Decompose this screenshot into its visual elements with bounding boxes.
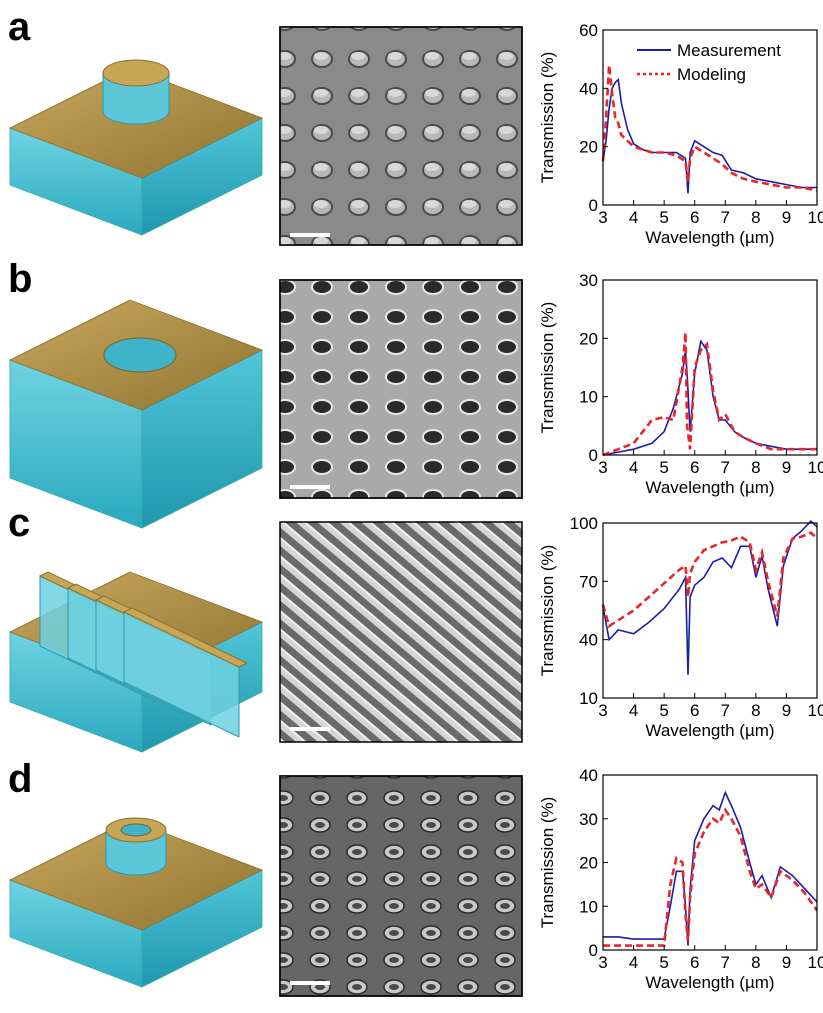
x-axis-label: Wavelength (µm) bbox=[645, 973, 774, 992]
x-tick-label: 4 bbox=[629, 458, 638, 477]
y-tick-label: 60 bbox=[579, 21, 598, 40]
sem-image bbox=[280, 522, 522, 742]
y-tick-label: 70 bbox=[579, 572, 598, 591]
panel-label: b bbox=[8, 257, 32, 301]
y-tick-label: 30 bbox=[579, 271, 598, 290]
sem-gratings bbox=[280, 522, 522, 742]
x-tick-label: 5 bbox=[659, 458, 668, 477]
x-tick-label: 5 bbox=[659, 953, 668, 972]
y-tick-label: 10 bbox=[579, 689, 598, 708]
y-tick-label: 30 bbox=[579, 810, 598, 829]
x-tick-label: 8 bbox=[751, 701, 760, 720]
x-tick-label: 9 bbox=[782, 701, 791, 720]
x-tick-label: 6 bbox=[690, 458, 699, 477]
y-tick-label: 20 bbox=[579, 329, 598, 348]
y-tick-label: 10 bbox=[579, 388, 598, 407]
x-tick-label: 3 bbox=[598, 701, 607, 720]
sem-rings bbox=[280, 776, 522, 996]
y-axis-label: Transmission (%) bbox=[538, 302, 557, 434]
x-tick-label: 9 bbox=[782, 208, 791, 227]
y-tick-label: 0 bbox=[589, 196, 598, 215]
figure: a0204060345678910Wavelength (µm)Transmis… bbox=[0, 0, 823, 1008]
x-tick-label: 5 bbox=[659, 208, 668, 227]
x-tick-label: 10 bbox=[808, 953, 823, 972]
x-tick-label: 3 bbox=[598, 458, 607, 477]
y-tick-label: 20 bbox=[579, 854, 598, 873]
x-tick-label: 5 bbox=[659, 701, 668, 720]
x-tick-label: 9 bbox=[782, 458, 791, 477]
y-tick-label: 0 bbox=[589, 941, 598, 960]
y-axis-label: Transmission (%) bbox=[538, 797, 557, 929]
x-tick-label: 8 bbox=[751, 953, 760, 972]
x-tick-label: 4 bbox=[629, 953, 638, 972]
x-tick-label: 3 bbox=[598, 208, 607, 227]
y-tick-label: 40 bbox=[579, 79, 598, 98]
y-tick-label: 40 bbox=[579, 766, 598, 785]
x-tick-label: 7 bbox=[721, 953, 730, 972]
x-tick-label: 10 bbox=[808, 458, 823, 477]
y-axis-label: Transmission (%) bbox=[538, 52, 557, 184]
x-tick-label: 3 bbox=[598, 953, 607, 972]
sem-holes bbox=[280, 280, 522, 498]
x-tick-label: 6 bbox=[690, 701, 699, 720]
x-axis-label: Wavelength (µm) bbox=[645, 478, 774, 497]
legend-label: Measurement bbox=[677, 41, 781, 60]
y-axis-label: Transmission (%) bbox=[538, 545, 557, 677]
x-tick-label: 7 bbox=[721, 458, 730, 477]
x-axis-label: Wavelength (µm) bbox=[645, 228, 774, 247]
x-tick-label: 7 bbox=[721, 208, 730, 227]
y-tick-label: 20 bbox=[579, 138, 598, 157]
sem-pillars bbox=[280, 27, 522, 245]
y-tick-label: 40 bbox=[579, 631, 598, 650]
sem-image bbox=[280, 280, 522, 498]
legend-label: Modeling bbox=[677, 65, 746, 84]
y-tick-label: 100 bbox=[570, 514, 598, 533]
x-tick-label: 6 bbox=[690, 208, 699, 227]
x-tick-label: 10 bbox=[808, 701, 823, 720]
x-tick-label: 8 bbox=[751, 208, 760, 227]
x-tick-label: 7 bbox=[721, 701, 730, 720]
ring-hole bbox=[121, 824, 151, 836]
panel-label: d bbox=[8, 757, 32, 801]
sem-image bbox=[280, 27, 522, 245]
panel-label: c bbox=[8, 501, 30, 545]
x-tick-label: 4 bbox=[629, 701, 638, 720]
sem-image bbox=[280, 776, 522, 996]
pillar-cap bbox=[103, 60, 169, 86]
x-tick-label: 10 bbox=[808, 208, 823, 227]
panel-label: a bbox=[8, 5, 31, 49]
x-tick-label: 6 bbox=[690, 953, 699, 972]
x-tick-label: 8 bbox=[751, 458, 760, 477]
x-axis-label: Wavelength (µm) bbox=[645, 721, 774, 740]
x-tick-label: 4 bbox=[629, 208, 638, 227]
y-tick-label: 0 bbox=[589, 446, 598, 465]
y-tick-label: 10 bbox=[579, 897, 598, 916]
hole bbox=[104, 338, 176, 372]
x-tick-label: 9 bbox=[782, 953, 791, 972]
